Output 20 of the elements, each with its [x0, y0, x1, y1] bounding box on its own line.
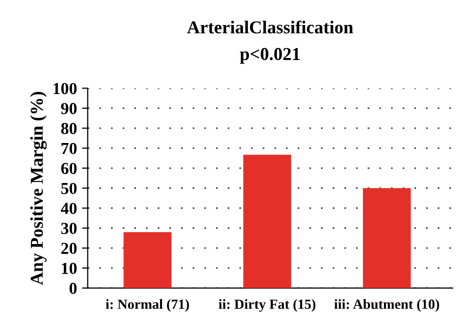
y-tick-label: 40 [60, 202, 77, 214]
chart-subtitle: p<0.021 [240, 48, 300, 64]
y-tick-label: 30 [61, 222, 77, 234]
y-tick-label: 90 [61, 102, 77, 114]
y-tick-label: 60 [61, 162, 77, 174]
y-axis-title: Any Positive Margin (%) [30, 92, 47, 285]
bar [362, 188, 411, 288]
bar [243, 154, 292, 288]
chart-title: ArterialClassification [187, 20, 354, 34]
y-tick-label: 70 [62, 142, 77, 154]
y-tick-label: 50 [61, 182, 77, 194]
bar [124, 232, 172, 288]
y-tick-label: 20 [61, 242, 77, 254]
y-tick-label: 10 [62, 262, 77, 274]
x-tick-label: iii: Abutment (10) [334, 299, 440, 312]
x-tick-label: ii: Dirty Fat (15) [218, 299, 316, 312]
x-tick-label: i: Normal (71) [106, 299, 189, 312]
y-tick-label: 100 [54, 82, 77, 94]
y-tick-label: 80 [61, 122, 77, 134]
y-tick-label: 0 [70, 282, 77, 294]
